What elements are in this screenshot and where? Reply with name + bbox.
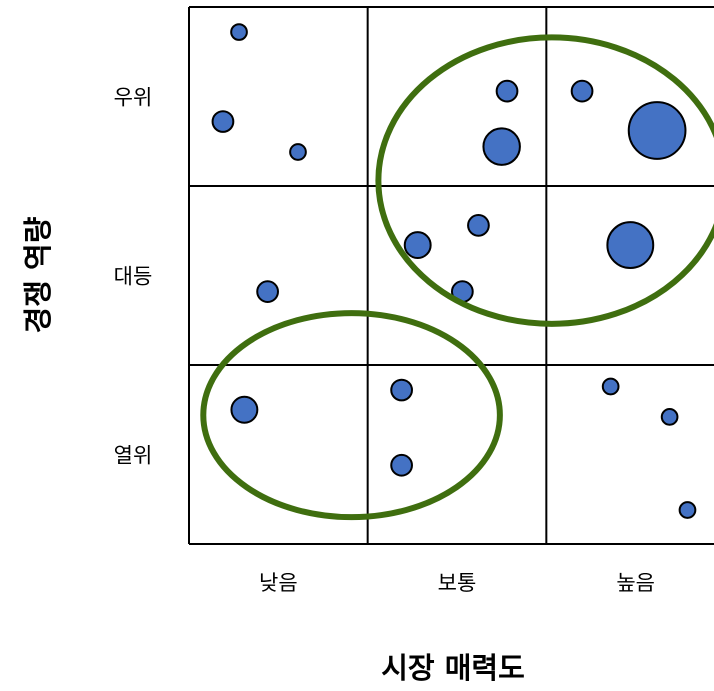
bubble-point (467, 214, 490, 237)
bubble-point (230, 395, 259, 424)
y-tick-label: 우위 (114, 86, 153, 110)
bubble-point (678, 501, 697, 519)
bubble-point (256, 280, 279, 303)
bubble-point (390, 453, 413, 477)
bubble-point (390, 378, 413, 402)
bubble-point (601, 377, 620, 396)
y-tick-label: 열위 (114, 444, 153, 468)
x-tick-label: 높음 (616, 571, 655, 595)
bubbles (211, 23, 697, 519)
bubble-point (289, 143, 307, 161)
bubble-point (495, 79, 519, 103)
y-axis-title: 경쟁 역량 (21, 216, 55, 333)
bubble-point (660, 408, 679, 426)
bubble-point (230, 23, 248, 41)
tick-labels: 낮음 보통 높음 열위 대등 우위 (114, 86, 655, 596)
group-ellipses (200, 34, 714, 521)
grid (188, 6, 714, 545)
group-ellipse (375, 34, 714, 327)
bubble-point (211, 110, 235, 133)
x-tick-label: 보통 (438, 571, 477, 595)
bubble-point (606, 221, 655, 269)
bubble-point (403, 231, 432, 260)
x-axis-title: 시장 매력도 (381, 651, 525, 685)
x-tick-label: 낮음 (259, 571, 298, 595)
bubble-point (570, 79, 594, 103)
bubble-point (627, 101, 687, 160)
bubble-point (482, 127, 521, 166)
y-tick-label: 대등 (114, 265, 153, 289)
group-ellipse (200, 310, 503, 521)
